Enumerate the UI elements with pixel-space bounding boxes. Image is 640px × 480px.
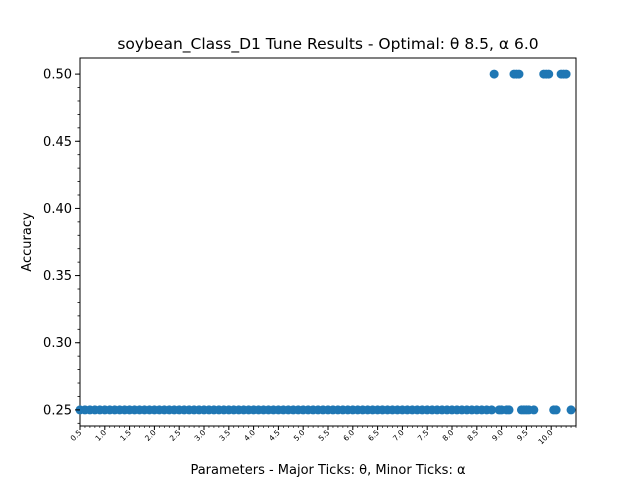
x-tick-label: 8.0 — [441, 428, 456, 443]
chart-title: soybean_Class_D1 Tune Results - Optimal:… — [117, 35, 538, 54]
data-point — [561, 69, 571, 79]
x-tick-label: 2.5 — [168, 428, 183, 443]
x-tick-label: 4.5 — [267, 428, 282, 443]
y-axis: 0.25 0.30 0.35 0.40 0.45 0.50 — [43, 68, 80, 424]
y-tick-label: 0.50 — [43, 68, 72, 83]
x-tick-label: 9.0 — [490, 428, 505, 443]
x-tick-label: 1.0 — [93, 428, 108, 443]
x-axis-label: Parameters - Major Ticks: θ, Minor Ticks… — [190, 463, 465, 478]
data-point — [489, 69, 499, 79]
data-points — [75, 69, 576, 415]
y-tick-label: 0.25 — [43, 403, 72, 418]
x-tick-label: 5.5 — [317, 428, 332, 443]
y-tick-label: 0.40 — [43, 202, 72, 217]
y-axis-label: Accuracy — [20, 212, 35, 272]
x-tick-label: 7.5 — [416, 428, 431, 443]
data-point — [504, 405, 514, 415]
data-point — [487, 405, 497, 415]
x-tick-label: 3.0 — [193, 428, 208, 443]
y-tick-label: 0.30 — [43, 336, 72, 351]
x-tick-label: 1.5 — [118, 428, 133, 443]
x-tick-label: 6.0 — [341, 428, 356, 443]
y-tick-label: 0.35 — [43, 269, 72, 284]
x-tick-label: 9.5 — [515, 428, 530, 443]
x-tick-label: 7.0 — [391, 428, 406, 443]
data-point — [551, 405, 561, 415]
x-tick-label: 8.5 — [465, 428, 480, 443]
x-tick-label: 3.5 — [217, 428, 232, 443]
plot-frame — [79, 57, 577, 427]
y-tick-label: 0.45 — [43, 135, 72, 150]
x-tick-label: 4.0 — [242, 428, 257, 443]
x-tick-label: 10.0 — [536, 428, 554, 446]
plot-area — [79, 57, 577, 427]
x-tick-label: 0.5 — [69, 428, 84, 443]
data-point — [529, 405, 539, 415]
x-axis: 0.5 1.0 1.5 2.0 2.5 3.0 3.5 4.0 4.5 5.0 5.5 6.0 6.5 7… — [69, 426, 577, 446]
data-point — [514, 69, 524, 79]
x-tick-label: 6.5 — [366, 428, 381, 443]
data-point — [544, 69, 554, 79]
x-tick-label: 5.0 — [292, 428, 307, 443]
x-tick-label: 2.0 — [143, 428, 158, 443]
data-point — [566, 405, 576, 415]
